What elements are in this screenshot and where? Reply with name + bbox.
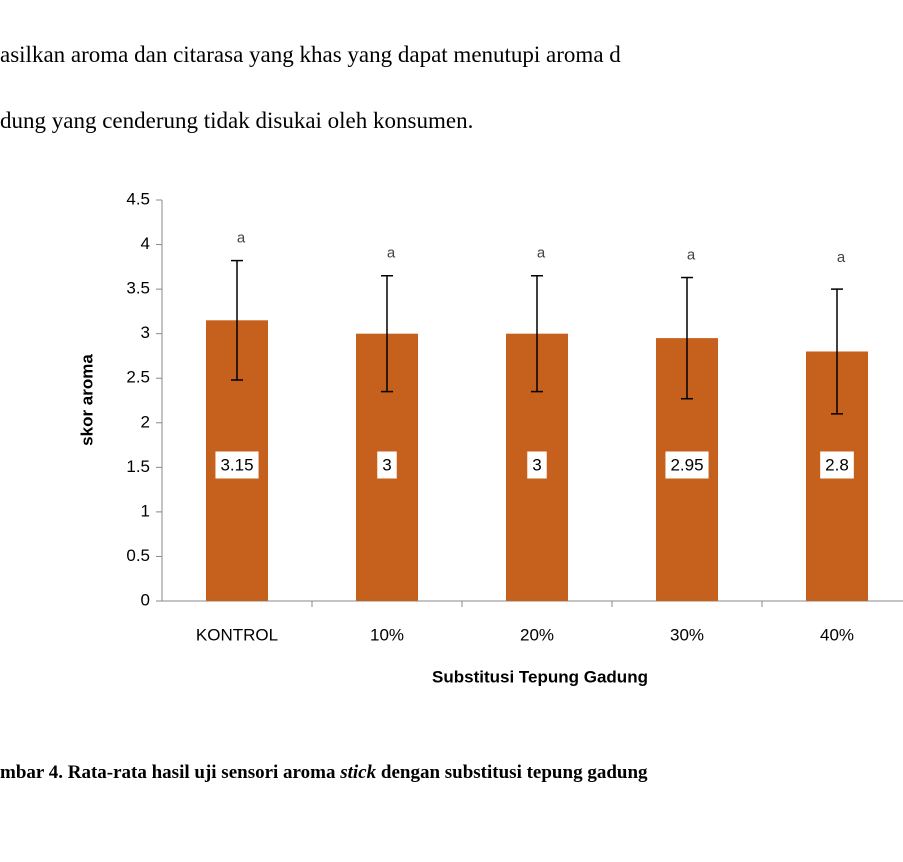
x-tick-label: KONTROL (196, 625, 278, 644)
data-label: 2.8 (825, 455, 849, 474)
data-label-bg (527, 451, 547, 479)
y-tick-label: 1 (141, 501, 150, 520)
x-tick-label: 40% (820, 625, 854, 644)
y-tick-label: 2 (141, 412, 150, 431)
y-axis-label: skor aroma (77, 354, 96, 446)
x-tick-label: 10% (370, 625, 404, 644)
data-label: 3 (532, 455, 541, 474)
data-label: 2.95 (670, 455, 703, 474)
data-label-bg (377, 451, 397, 479)
y-tick-label: 0.5 (126, 546, 150, 565)
annotation: a (837, 249, 846, 266)
caption-part: stick (340, 762, 377, 783)
data-label-bg (820, 451, 854, 479)
data-label-bg (215, 451, 259, 479)
y-tick-label: 3.5 (126, 279, 150, 298)
chart: skor aroma Substitusi Tepung Gadung 0 0.5… (77, 189, 903, 686)
figure-caption: mbar 4. Rata-rata hasil uji sensori arom… (0, 762, 648, 784)
text-line: dung yang cenderung tidak disukai oleh k… (0, 108, 474, 133)
x-tick-label: 30% (670, 625, 704, 644)
annotation: a (687, 246, 696, 263)
y-tick-label: 1.5 (126, 457, 150, 476)
data-label-bg (665, 451, 709, 479)
data-label: 3 (382, 455, 391, 474)
annotation: a (237, 230, 246, 247)
caption-part: mbar 4. Rata-rata hasil uji sensori arom… (0, 762, 341, 783)
text-line: asilkan aroma dan citarasa yang khas yan… (0, 42, 621, 67)
y-tick-label: 2.5 (126, 368, 150, 387)
y-tick-label: 0 (141, 590, 150, 609)
x-tick-label: 20% (520, 625, 554, 644)
annotation: a (537, 245, 546, 262)
y-tick-label: 3 (141, 323, 150, 342)
caption-part: dengan substitusi tepung gadung (376, 762, 648, 783)
y-tick-label: 4 (141, 234, 150, 253)
annotation: a (387, 245, 396, 262)
x-axis-label: Substitusi Tepung Gadung (432, 667, 648, 686)
y-tick-label: 4.5 (126, 189, 150, 208)
data-label: 3.15 (220, 455, 253, 474)
